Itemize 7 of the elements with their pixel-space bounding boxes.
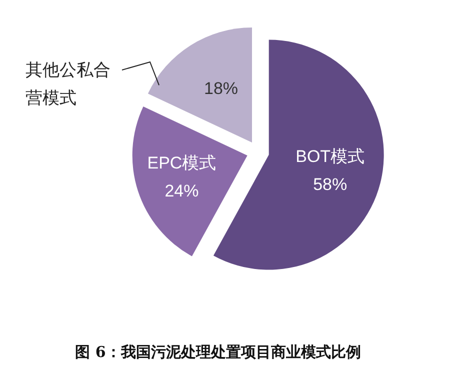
slice-label: BOT模式: [296, 147, 365, 166]
slice-label: 其他公私合营模式: [26, 60, 110, 108]
slice-label: EPC模式: [147, 153, 216, 172]
data-label: 18%: [204, 78, 238, 98]
data-label: 58%: [313, 175, 348, 194]
data-label: 24%: [164, 181, 199, 200]
text: 图 6：我国污泥处理处置项目商业模式比例: [75, 343, 361, 361]
